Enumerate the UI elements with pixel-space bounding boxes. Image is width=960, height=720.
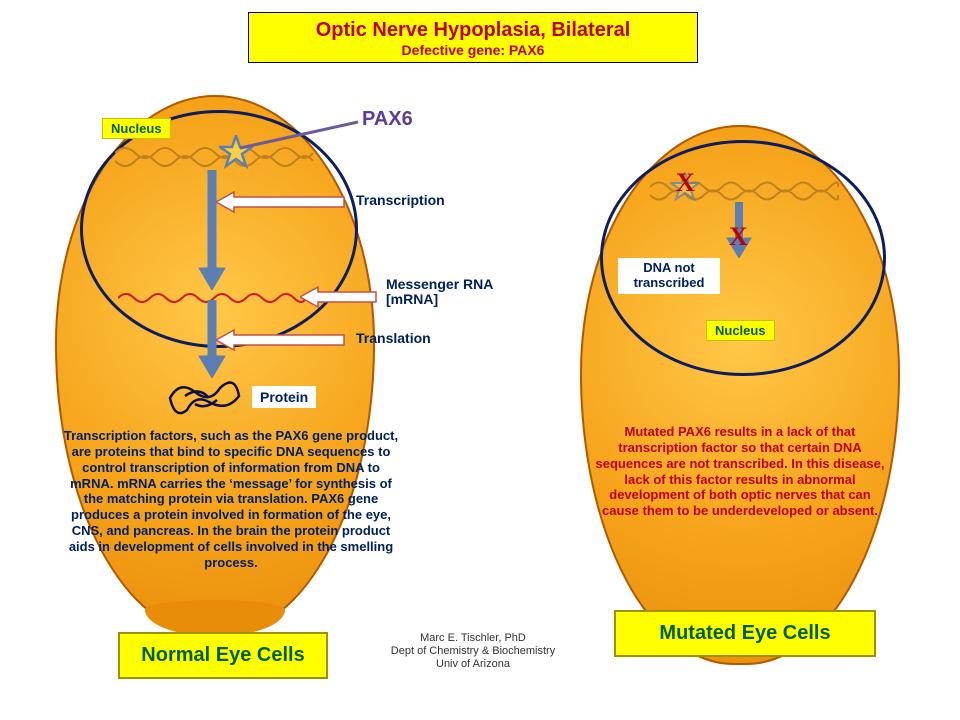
protein-blob-icon (165, 378, 245, 418)
right-caption-box: Mutated Eye Cells (614, 610, 876, 657)
right-nucleus-label: Nucleus (706, 320, 775, 341)
credit-line-2: Dept of Chemistry & Biochemistry (378, 645, 568, 658)
credit-line-3: Univ of Arizona (378, 658, 568, 671)
right-paragraph: Mutated PAX6 results in a lack of that t… (590, 424, 890, 519)
left-paragraph: Transcription factors, such as the PAX6 … (60, 428, 402, 571)
title-main: Optic Nerve Hypoplasia, Bilateral (253, 19, 693, 42)
x-mark-2: X (729, 222, 748, 252)
title-box: Optic Nerve Hypoplasia, Bilateral Defect… (248, 12, 698, 63)
protein-label: Protein (252, 386, 316, 408)
mrna-pointer-icon (300, 286, 378, 308)
pax6-label: PAX6 (362, 108, 413, 131)
transcription-label: Transcription (356, 192, 445, 208)
credit-line-1: Marc E. Tischler, PhD (378, 632, 568, 645)
left-egg-slice (145, 600, 285, 636)
left-caption: Normal Eye Cells (141, 644, 304, 666)
credit-block: Marc E. Tischler, PhD Dept of Chemistry … (378, 632, 568, 672)
right-caption: Mutated Eye Cells (659, 622, 830, 644)
x-mark-1: X (676, 168, 695, 198)
translation-label: Translation (356, 330, 431, 346)
left-nucleus-label: Nucleus (102, 118, 171, 139)
title-sub: Defective gene: PAX6 (253, 42, 693, 58)
transcription-arrow-icon (195, 170, 229, 290)
mrna-label: Messenger RNA [mRNA] (386, 277, 496, 308)
transcription-pointer-icon (216, 191, 346, 213)
translation-pointer-icon (216, 329, 346, 351)
dna-not-transcribed-label: DNA not transcribed (618, 258, 720, 294)
pax6-pointer-line (240, 118, 370, 158)
left-caption-box: Normal Eye Cells (118, 632, 328, 679)
